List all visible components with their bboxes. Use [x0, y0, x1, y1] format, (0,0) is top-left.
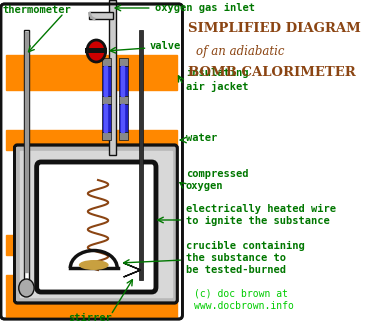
Bar — [121, 104, 124, 132]
Ellipse shape — [79, 260, 109, 270]
Bar — [90, 12, 113, 19]
Bar — [20, 151, 172, 297]
Bar — [119, 132, 128, 140]
Bar — [102, 132, 111, 140]
Text: electrically heated wire
to ignite the substance: electrically heated wire to ignite the s… — [186, 204, 336, 226]
Bar — [6, 55, 177, 90]
Bar — [119, 104, 128, 132]
Text: insulating
air jacket: insulating air jacket — [186, 68, 248, 92]
Bar — [119, 66, 128, 96]
Bar — [102, 66, 111, 96]
Bar — [6, 130, 177, 150]
Bar — [104, 104, 106, 132]
Text: (c) doc brown at
www.docbrown.info: (c) doc brown at www.docbrown.info — [194, 289, 294, 311]
Circle shape — [19, 279, 34, 297]
Circle shape — [87, 40, 106, 62]
Bar — [102, 58, 111, 66]
Bar — [6, 300, 177, 318]
Bar — [24, 30, 29, 285]
Bar — [85, 48, 108, 53]
Text: compressed
oxygen: compressed oxygen — [186, 169, 248, 191]
Text: SIMPLIFIED DIAGRAM: SIMPLIFIED DIAGRAM — [187, 21, 360, 34]
Text: oxygen gas inlet: oxygen gas inlet — [155, 3, 255, 13]
Bar — [104, 66, 106, 96]
Text: BOMB CALORIMETER: BOMB CALORIMETER — [187, 66, 355, 79]
Polygon shape — [124, 263, 141, 277]
Bar — [119, 58, 128, 66]
Text: crucible containing
the substance to
be tested-burned: crucible containing the substance to be … — [186, 240, 305, 275]
Bar — [102, 104, 111, 132]
FancyBboxPatch shape — [37, 162, 156, 292]
Text: of an adiabatic: of an adiabatic — [196, 46, 285, 58]
FancyBboxPatch shape — [15, 145, 177, 303]
Text: water: water — [186, 133, 217, 143]
FancyBboxPatch shape — [1, 4, 182, 319]
Bar — [6, 275, 177, 300]
Bar — [102, 96, 111, 104]
Text: thermometer: thermometer — [3, 5, 71, 15]
Bar — [6, 235, 177, 255]
Bar — [109, 0, 116, 155]
Bar — [25, 32, 28, 272]
Text: stirrer: stirrer — [68, 313, 112, 323]
Bar — [139, 30, 143, 280]
Bar — [121, 66, 124, 96]
Text: valve: valve — [150, 41, 181, 51]
Bar — [119, 96, 128, 104]
